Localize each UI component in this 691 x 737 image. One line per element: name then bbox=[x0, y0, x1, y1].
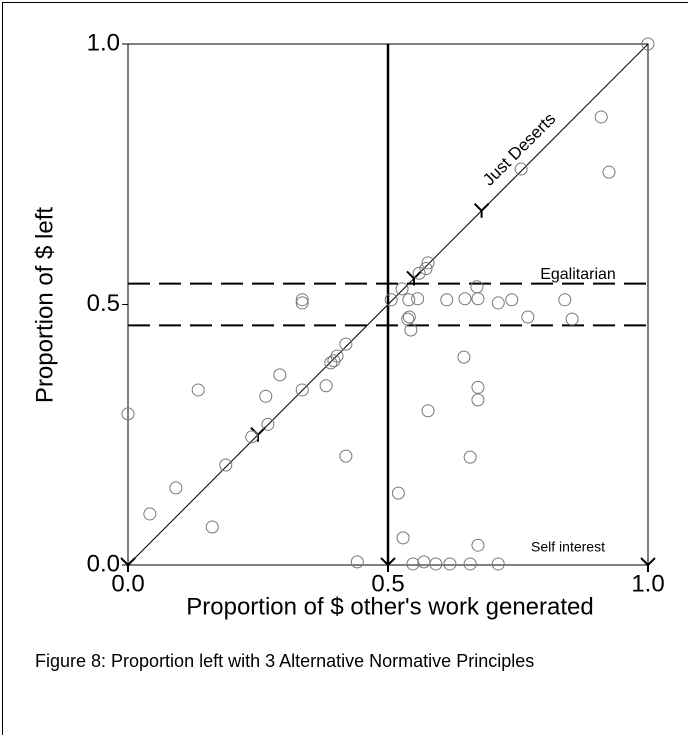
x-tick-label: 1.0 bbox=[631, 570, 664, 597]
data-point bbox=[471, 538, 485, 552]
chart: Proportion of $ other's work generated P… bbox=[31, 29, 664, 620]
data-point bbox=[295, 296, 309, 310]
data-point bbox=[143, 507, 157, 521]
annotation: Self interest bbox=[531, 539, 605, 555]
data-point bbox=[191, 383, 205, 397]
data-point bbox=[295, 383, 309, 397]
data-point bbox=[458, 292, 472, 306]
data-point bbox=[602, 165, 616, 179]
data-point bbox=[463, 450, 477, 464]
data-point bbox=[339, 449, 353, 463]
data-point bbox=[421, 404, 435, 418]
principle-marker bbox=[640, 557, 656, 572]
data-point bbox=[470, 280, 484, 294]
y-tick-label: 0.5 bbox=[87, 290, 120, 317]
data-point bbox=[505, 293, 519, 307]
data-point bbox=[491, 557, 505, 571]
data-point bbox=[421, 256, 435, 270]
x-tick-label: 0.0 bbox=[111, 570, 144, 597]
principle-marker bbox=[473, 203, 490, 218]
data-point bbox=[471, 380, 485, 394]
data-point bbox=[273, 368, 287, 382]
y-tick-label: 0.0 bbox=[87, 550, 120, 577]
data-point bbox=[471, 292, 485, 306]
data-point bbox=[324, 356, 338, 370]
data-point bbox=[417, 555, 431, 569]
data-point bbox=[339, 337, 353, 351]
x-tick-label: 0.5 bbox=[371, 570, 404, 597]
data-point bbox=[594, 110, 608, 124]
data-point bbox=[384, 293, 398, 307]
annotation: Just Deserts bbox=[479, 109, 559, 189]
data-point bbox=[396, 531, 410, 545]
y-axis-label: Proportion of $ left bbox=[31, 207, 58, 403]
data-point bbox=[429, 557, 443, 571]
data-point bbox=[205, 520, 219, 534]
principle-marker bbox=[120, 557, 136, 572]
data-point bbox=[412, 266, 426, 280]
data-point bbox=[327, 354, 341, 368]
data-point bbox=[419, 262, 433, 276]
data-point bbox=[404, 323, 418, 337]
data-point bbox=[521, 310, 535, 324]
data-point bbox=[463, 557, 477, 571]
data-point bbox=[169, 481, 183, 495]
data-point bbox=[391, 486, 405, 500]
data-point bbox=[402, 293, 416, 307]
x-axis-label: Proportion of $ other's work generated bbox=[186, 593, 593, 620]
caption: Figure 8: Proportion left with 3 Alterna… bbox=[35, 651, 535, 671]
data-point bbox=[471, 393, 485, 407]
data-point bbox=[457, 350, 471, 364]
annotation: Egalitarian bbox=[540, 266, 616, 283]
data-point bbox=[411, 292, 425, 306]
data-point bbox=[440, 293, 454, 307]
data-point bbox=[641, 37, 655, 51]
data-point bbox=[350, 555, 364, 569]
data-point bbox=[395, 282, 409, 296]
data-point bbox=[121, 407, 135, 421]
data-point bbox=[219, 458, 233, 472]
y-tick-label: 1.0 bbox=[87, 29, 120, 56]
data-point bbox=[402, 310, 416, 324]
data-point bbox=[406, 557, 420, 571]
data-point bbox=[295, 293, 309, 307]
data-point bbox=[261, 417, 275, 431]
data-point bbox=[443, 557, 457, 571]
principle-marker bbox=[406, 270, 422, 286]
data-point bbox=[558, 293, 572, 307]
data-point bbox=[245, 430, 259, 444]
data-point bbox=[259, 389, 273, 403]
principle-marker bbox=[380, 557, 396, 572]
data-point bbox=[319, 379, 333, 393]
data-point bbox=[514, 162, 528, 176]
data-point bbox=[565, 312, 579, 326]
data-point bbox=[491, 296, 505, 310]
